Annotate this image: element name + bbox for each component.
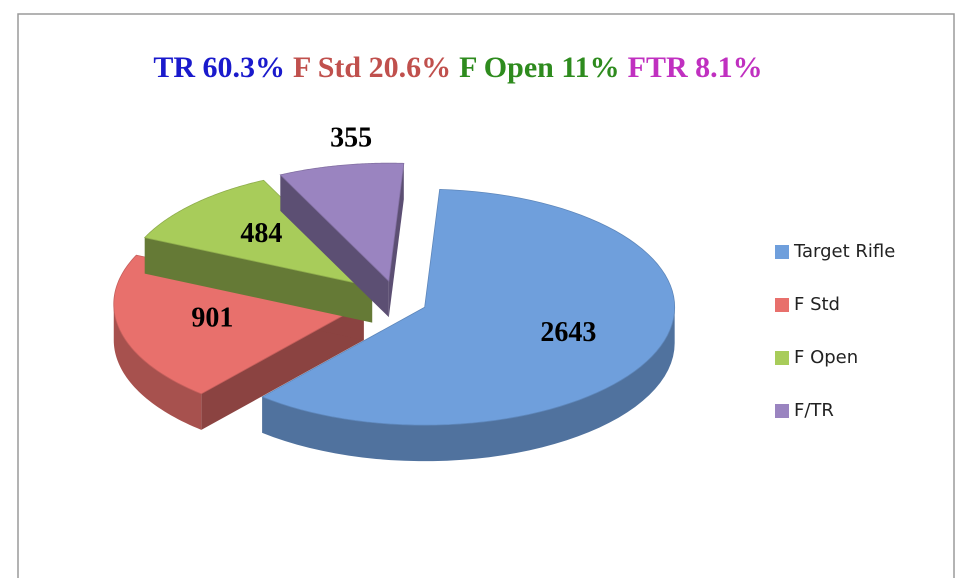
slice (143, 179, 374, 288)
slice (113, 254, 365, 395)
slice-group: 2643 (261, 188, 676, 462)
title-part: F Open 11% (459, 51, 620, 84)
legend-label: F Open (794, 347, 858, 368)
data-label: 355 (330, 122, 372, 153)
slice-wall (144, 237, 373, 323)
legend-label: F/TR (794, 400, 834, 421)
legend-swatch (775, 245, 789, 259)
slice (279, 162, 405, 283)
data-label: 901 (191, 302, 233, 333)
title-part: TR 60.3% (153, 51, 285, 84)
slice (261, 188, 676, 426)
slice-wall (201, 304, 364, 430)
data-label: 484 (240, 218, 282, 249)
legend-label: F Std (794, 294, 840, 315)
slice-wall (388, 163, 404, 318)
legend-swatch (775, 298, 789, 312)
slice-group: 355 (279, 122, 405, 318)
chart-title: TR 60.3% F Std 20.6% F Open 11% FTR 8.1% (153, 51, 762, 84)
legend-swatch (775, 404, 789, 418)
data-label: 2643 (540, 317, 596, 348)
slice-side (113, 304, 202, 430)
title-part: FTR 8.1% (628, 51, 763, 84)
legend-swatch (775, 351, 789, 365)
title-part: F Std 20.6% (293, 51, 451, 84)
slice-wall (280, 174, 389, 318)
slice-side (262, 307, 675, 462)
legend-label: Target Rifle (793, 241, 895, 262)
